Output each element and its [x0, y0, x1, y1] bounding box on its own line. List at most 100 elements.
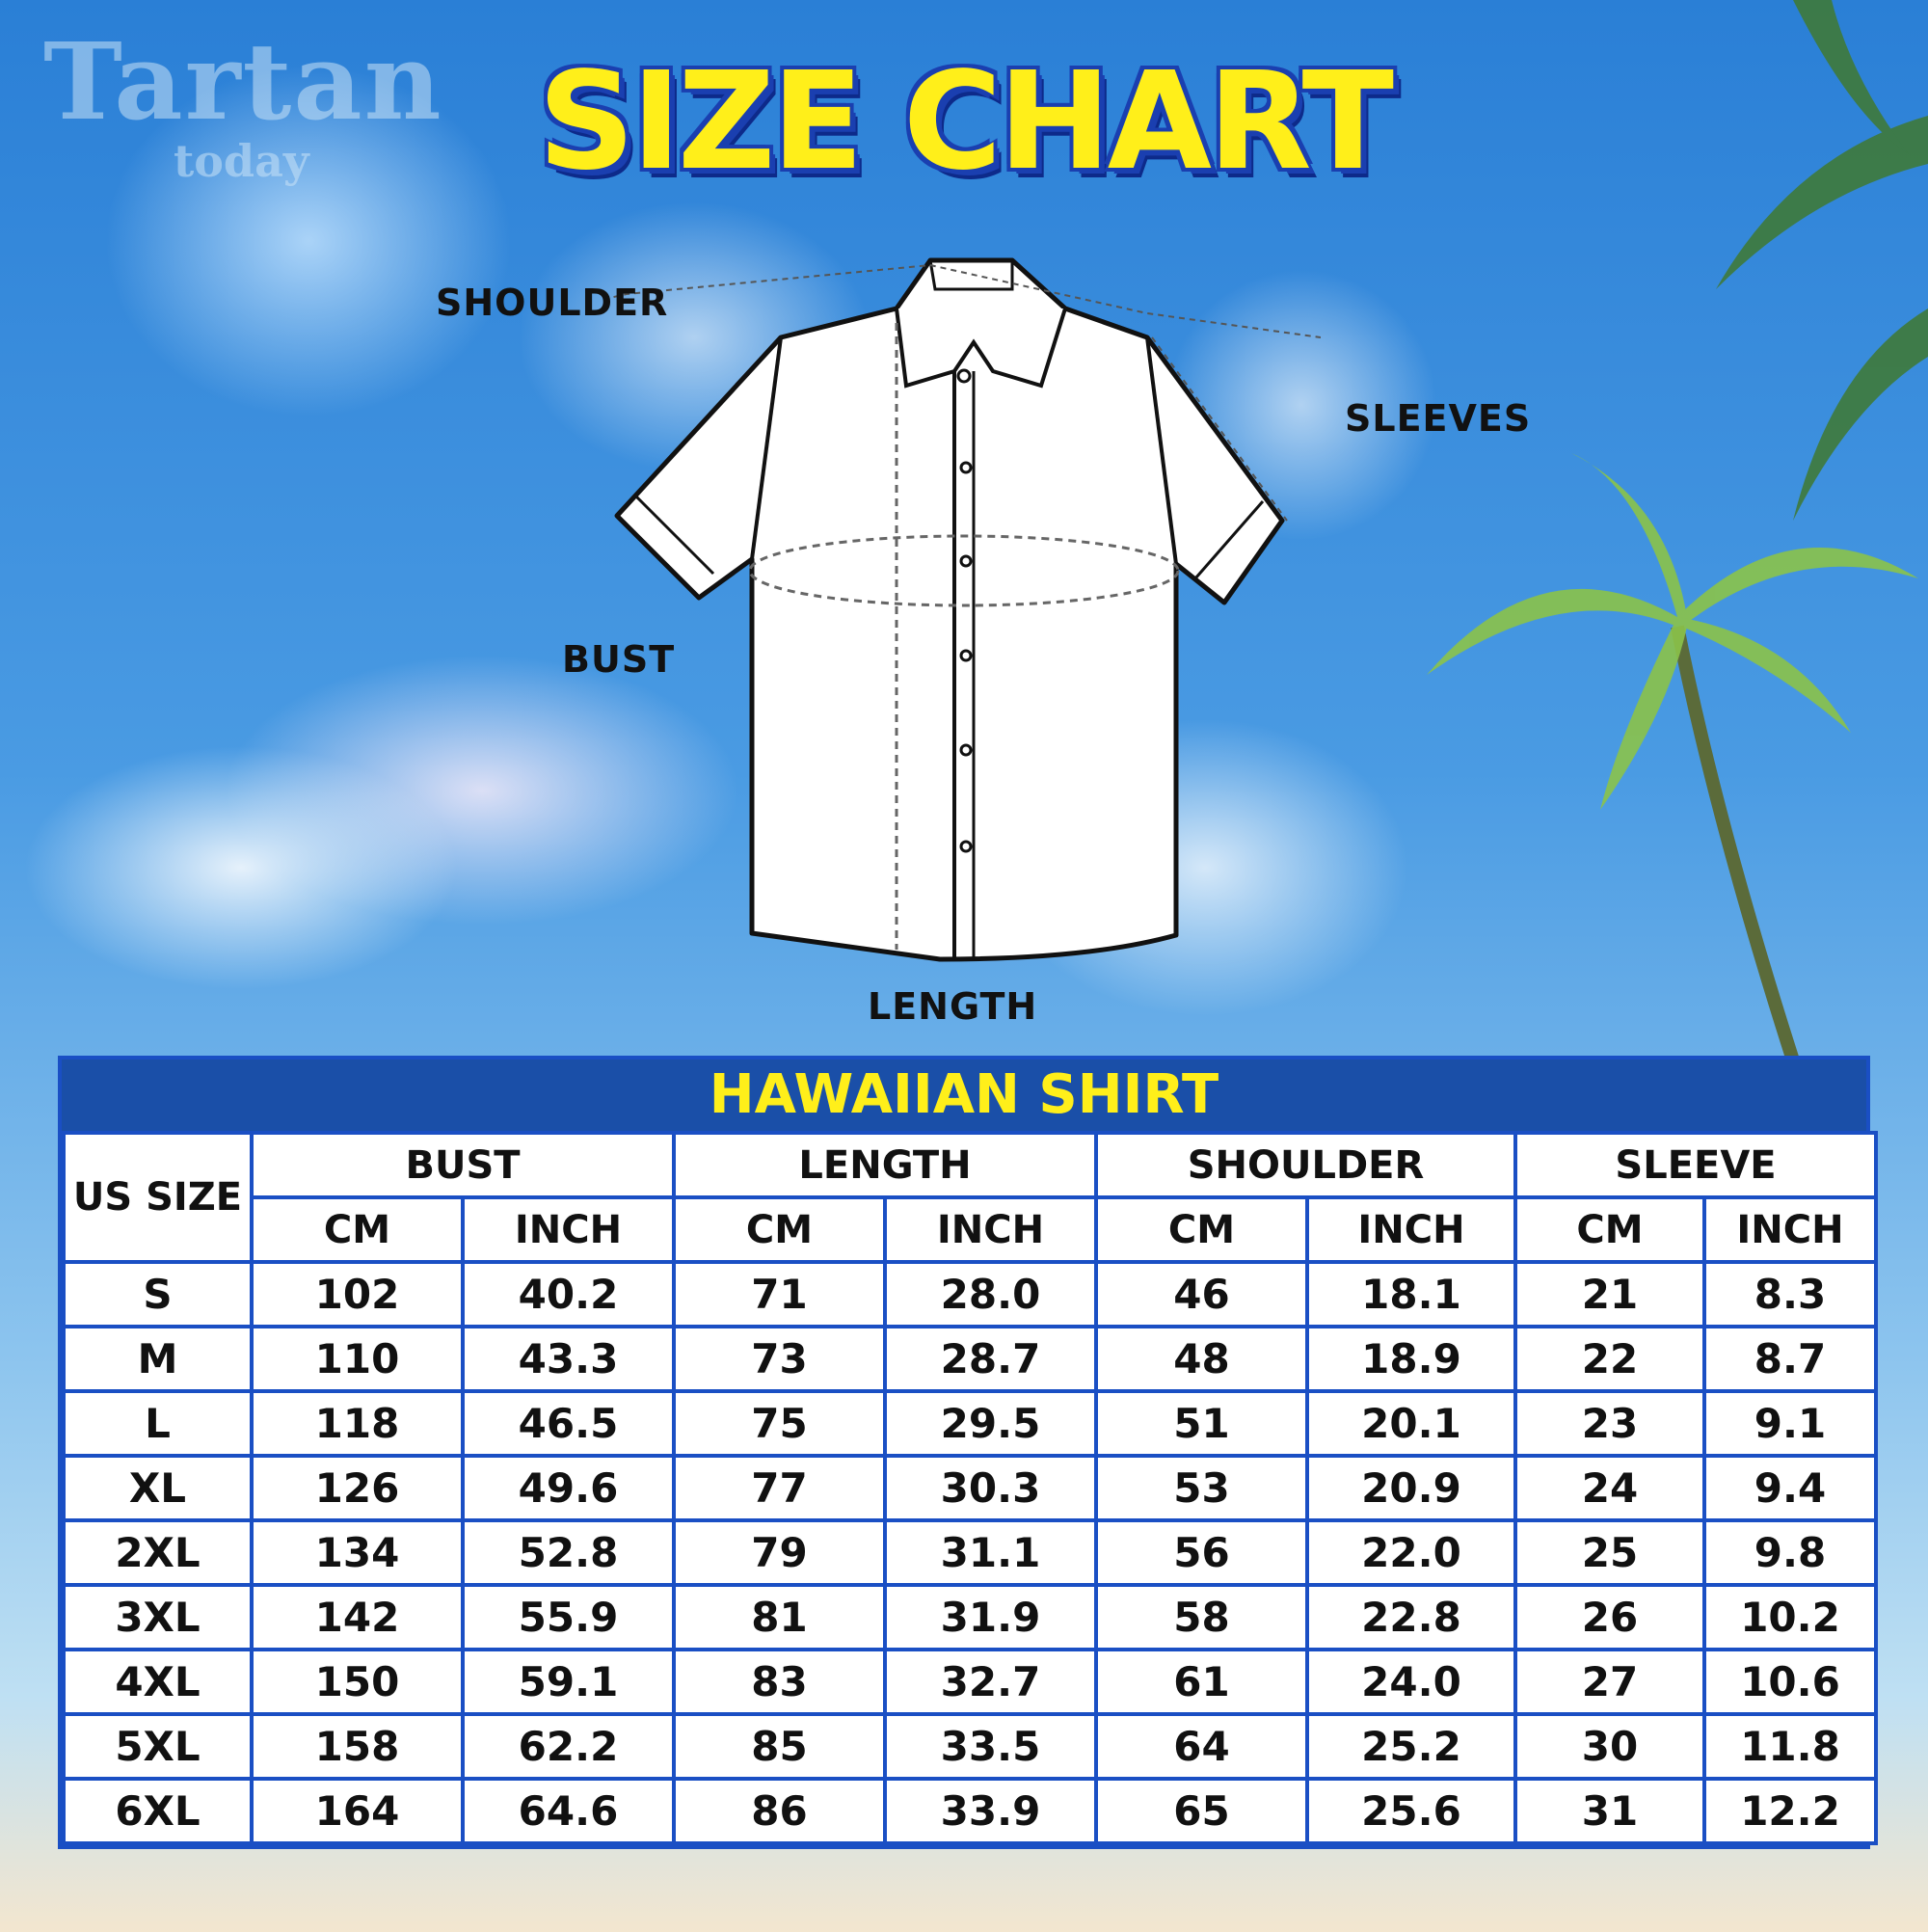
table-row: M 110 43.3 73 28.7 48 18.9 22 8.7: [62, 1325, 1879, 1393]
measurement-cell: 31.1: [883, 1518, 1098, 1587]
measurement-cell: 25.2: [1305, 1712, 1517, 1781]
measurement-cell: 81: [672, 1583, 887, 1651]
measurement-cell: 31.9: [883, 1583, 1098, 1651]
measurement-cell: 10.6: [1701, 1648, 1879, 1716]
measurement-cell: 24: [1513, 1454, 1706, 1522]
measurement-cell: 58: [1094, 1583, 1309, 1651]
measurement-cell: 164: [250, 1777, 465, 1845]
measurement-cell: 18.1: [1305, 1260, 1517, 1328]
shoulder-label: SHOULDER: [436, 282, 669, 324]
measurement-cell: 12.2: [1701, 1777, 1879, 1845]
unit-header: CM: [1513, 1195, 1706, 1264]
measurement-cell: 24.0: [1305, 1648, 1517, 1716]
measurement-cell: 53: [1094, 1454, 1309, 1522]
measurement-cell: 22.0: [1305, 1518, 1517, 1587]
measurement-cell: 71: [672, 1260, 887, 1328]
measurement-cell: 9.1: [1701, 1389, 1879, 1458]
size-cell: XL: [62, 1454, 254, 1522]
size-cell: M: [62, 1325, 254, 1393]
measurement-cell: 83: [672, 1648, 887, 1716]
measurement-cell: 126: [250, 1454, 465, 1522]
measurement-cell: 134: [250, 1518, 465, 1587]
measurement-cell: 40.2: [461, 1260, 676, 1328]
tartan-today-watermark: Tartan today: [43, 19, 443, 188]
size-cell: 4XL: [62, 1648, 254, 1716]
size-cell: 6XL: [62, 1777, 254, 1845]
measurement-cell: 56: [1094, 1518, 1309, 1587]
bust-header: BUST: [250, 1131, 676, 1199]
measurement-cell: 52.8: [461, 1518, 676, 1587]
measurement-cell: 46.5: [461, 1389, 676, 1458]
shoulder-header: SHOULDER: [1094, 1131, 1517, 1199]
us-size-header: US SIZE: [62, 1131, 254, 1264]
measurement-cell: 25: [1513, 1518, 1706, 1587]
measurement-cell: 26: [1513, 1583, 1706, 1651]
measurement-cell: 33.5: [883, 1712, 1098, 1781]
measurement-cell: 51: [1094, 1389, 1309, 1458]
measurement-cell: 59.1: [461, 1648, 676, 1716]
unit-header: CM: [250, 1195, 465, 1264]
measurement-cell: 22.8: [1305, 1583, 1517, 1651]
size-cell: 5XL: [62, 1712, 254, 1781]
measurement-cell: 8.7: [1701, 1325, 1879, 1393]
measurement-cell: 11.8: [1701, 1712, 1879, 1781]
measurement-cell: 28.0: [883, 1260, 1098, 1328]
table-row: 3XL 142 55.9 81 31.9 58 22.8 26 10.2: [62, 1583, 1879, 1651]
measurement-cell: 79: [672, 1518, 887, 1587]
measurement-cell: 102: [250, 1260, 465, 1328]
measurement-cell: 33.9: [883, 1777, 1098, 1845]
measurement-cell: 64.6: [461, 1777, 676, 1845]
table-row: 5XL 158 62.2 85 33.5 64 25.2 30 11.8: [62, 1712, 1879, 1781]
unit-header: INCH: [1305, 1195, 1517, 1264]
measurement-cell: 48: [1094, 1325, 1309, 1393]
measurement-cell: 31: [1513, 1777, 1706, 1845]
measurement-cell: 110: [250, 1325, 465, 1393]
watermark-line2: today: [174, 135, 309, 187]
measurement-cell: 158: [250, 1712, 465, 1781]
header-units-row: CM INCH CM INCH CM INCH CM INCH: [64, 1195, 1879, 1264]
measurement-cell: 8.3: [1701, 1260, 1879, 1328]
measurement-cell: 18.9: [1305, 1325, 1517, 1393]
unit-header: INCH: [1701, 1195, 1879, 1264]
measurement-cell: 64: [1094, 1712, 1309, 1781]
measurement-cell: 142: [250, 1583, 465, 1651]
shirt-diagram: [607, 257, 1321, 962]
table-row: 2XL 134 52.8 79 31.1 56 22.0 25 9.8: [62, 1518, 1879, 1587]
table-row: S 102 40.2 71 28.0 46 18.1 21 8.3: [62, 1260, 1879, 1328]
measurement-cell: 27: [1513, 1648, 1706, 1716]
length-header: LENGTH: [672, 1131, 1098, 1199]
measurement-cell: 21: [1513, 1260, 1706, 1328]
table-row: L 118 46.5 75 29.5 51 20.1 23 9.1: [62, 1389, 1879, 1458]
measurement-cell: 32.7: [883, 1648, 1098, 1716]
table-row: XL 126 49.6 77 30.3 53 20.9 24 9.4: [62, 1454, 1879, 1522]
size-cell: L: [62, 1389, 254, 1458]
measurement-cell: 30: [1513, 1712, 1706, 1781]
unit-header: INCH: [883, 1195, 1098, 1264]
measurement-cell: 86: [672, 1777, 887, 1845]
measurement-cell: 30.3: [883, 1454, 1098, 1522]
page-title: SIZE CHART: [537, 43, 1394, 201]
measurement-cell: 23: [1513, 1389, 1706, 1458]
measurement-cell: 9.8: [1701, 1518, 1879, 1587]
measurement-cell: 61: [1094, 1648, 1309, 1716]
measurement-cell: 9.4: [1701, 1454, 1879, 1522]
measurement-cell: 46: [1094, 1260, 1309, 1328]
size-cell: 2XL: [62, 1518, 254, 1587]
table-row: 4XL 150 59.1 83 32.7 61 24.0 27 10.6: [62, 1648, 1879, 1716]
measurement-cell: 55.9: [461, 1583, 676, 1651]
size-cell: 3XL: [62, 1583, 254, 1651]
measurement-cell: 10.2: [1701, 1583, 1879, 1651]
length-label: LENGTH: [868, 985, 1038, 1028]
measurement-cell: 22: [1513, 1325, 1706, 1393]
watermark-line1: Tartan: [43, 19, 443, 144]
measurement-cell: 62.2: [461, 1712, 676, 1781]
table-title: HAWAIIAN SHIRT: [62, 1060, 1866, 1131]
unit-header: CM: [672, 1195, 887, 1264]
measurement-cell: 20.1: [1305, 1389, 1517, 1458]
bust-label: BUST: [562, 638, 676, 681]
size-table: HAWAIIAN SHIRT US SIZE BUST LENGTH SHOUL…: [58, 1056, 1879, 1849]
measurement-cell: 25.6: [1305, 1777, 1517, 1845]
measurement-cell: 73: [672, 1325, 887, 1393]
measurement-cell: 29.5: [883, 1389, 1098, 1458]
unit-header: INCH: [461, 1195, 676, 1264]
